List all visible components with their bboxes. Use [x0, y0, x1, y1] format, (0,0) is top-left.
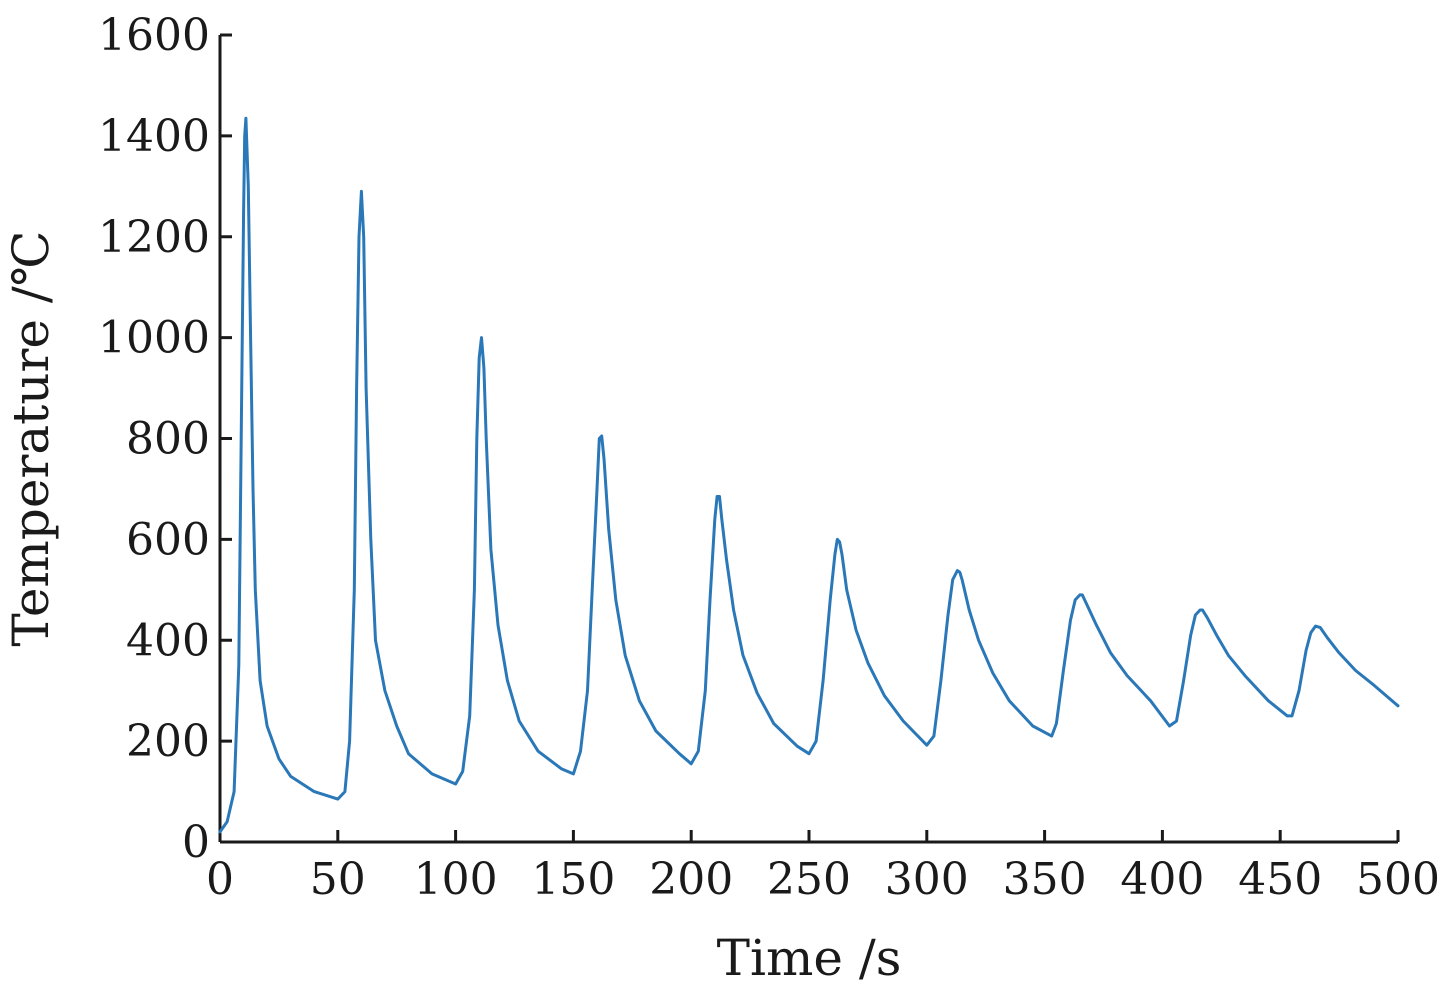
- y-tick-label: 1600: [98, 10, 210, 61]
- x-tick-label: 500: [1356, 854, 1440, 905]
- temperature-series-line: [218, 116, 1400, 834]
- x-tick-label: 300: [885, 854, 969, 905]
- y-tick-label: 0: [182, 817, 210, 868]
- x-tick-label: 100: [414, 854, 498, 905]
- y-tick-label: 1000: [98, 313, 210, 364]
- y-ticks: 0 200 400 600 800 1000 1200 1400 1600: [98, 10, 232, 868]
- x-tick-label: 150: [531, 854, 615, 905]
- y-tick-label: 400: [126, 615, 210, 666]
- x-tick-label: 50: [310, 854, 366, 905]
- y-tick-label: 1400: [98, 111, 210, 162]
- x-tick-label: 450: [1238, 854, 1322, 905]
- y-tick-label: 600: [126, 514, 210, 565]
- x-tick-label: 400: [1120, 854, 1204, 905]
- y-tick-label: 200: [126, 716, 210, 767]
- x-tick-label: 350: [1003, 854, 1087, 905]
- x-tick-label: 200: [649, 854, 733, 905]
- x-tick-label: 250: [767, 854, 851, 905]
- y-tick-label: 1200: [98, 212, 210, 263]
- y-tick-label: 800: [126, 414, 210, 465]
- x-axis-title: Time /s: [717, 929, 902, 984]
- x-tick-label: 0: [206, 854, 234, 905]
- series-layer: [218, 116, 1400, 834]
- y-axis-title: Temperature /℃: [2, 230, 60, 646]
- x-ticks: 0 50 100 150 200 250 300 350 400 450 500: [206, 830, 1440, 905]
- axes: [218, 35, 1398, 844]
